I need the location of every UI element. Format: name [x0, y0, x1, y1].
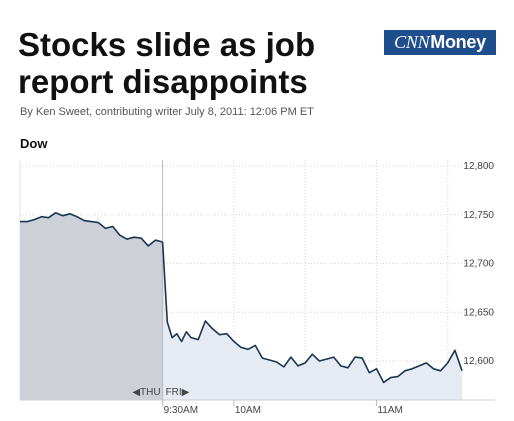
- x-tick-label: 11AM: [377, 405, 402, 416]
- cnnmoney-logo[interactable]: CNN Money: [384, 30, 496, 55]
- current-session-area: [162, 242, 463, 400]
- article-headline: Stocks slide as job report disappoints: [18, 26, 316, 100]
- x-tick-label: FRI▶: [166, 387, 190, 398]
- current-session-line: [161, 241, 463, 384]
- y-tick-label: 12,800: [463, 161, 494, 172]
- y-tick-label: 12,650: [463, 307, 494, 318]
- x-tick-label: 9:30AM: [164, 405, 198, 416]
- y-tick-label: 12,600: [463, 356, 494, 367]
- previous-session-line: [20, 212, 163, 247]
- article-byline: By Ken Sweet, contributing writer July 8…: [20, 106, 314, 118]
- chart-title: Dow: [20, 136, 48, 151]
- logo-cnn-text: CNN: [394, 32, 430, 52]
- x-tick-label: 10AM: [235, 405, 261, 416]
- y-tick-label: 12,700: [463, 259, 494, 270]
- x-tick-label: ◀THU: [132, 387, 160, 398]
- y-tick-label: 12,750: [463, 210, 494, 221]
- previous-session-area: [20, 212, 163, 400]
- logo-money-text: Money: [430, 32, 486, 52]
